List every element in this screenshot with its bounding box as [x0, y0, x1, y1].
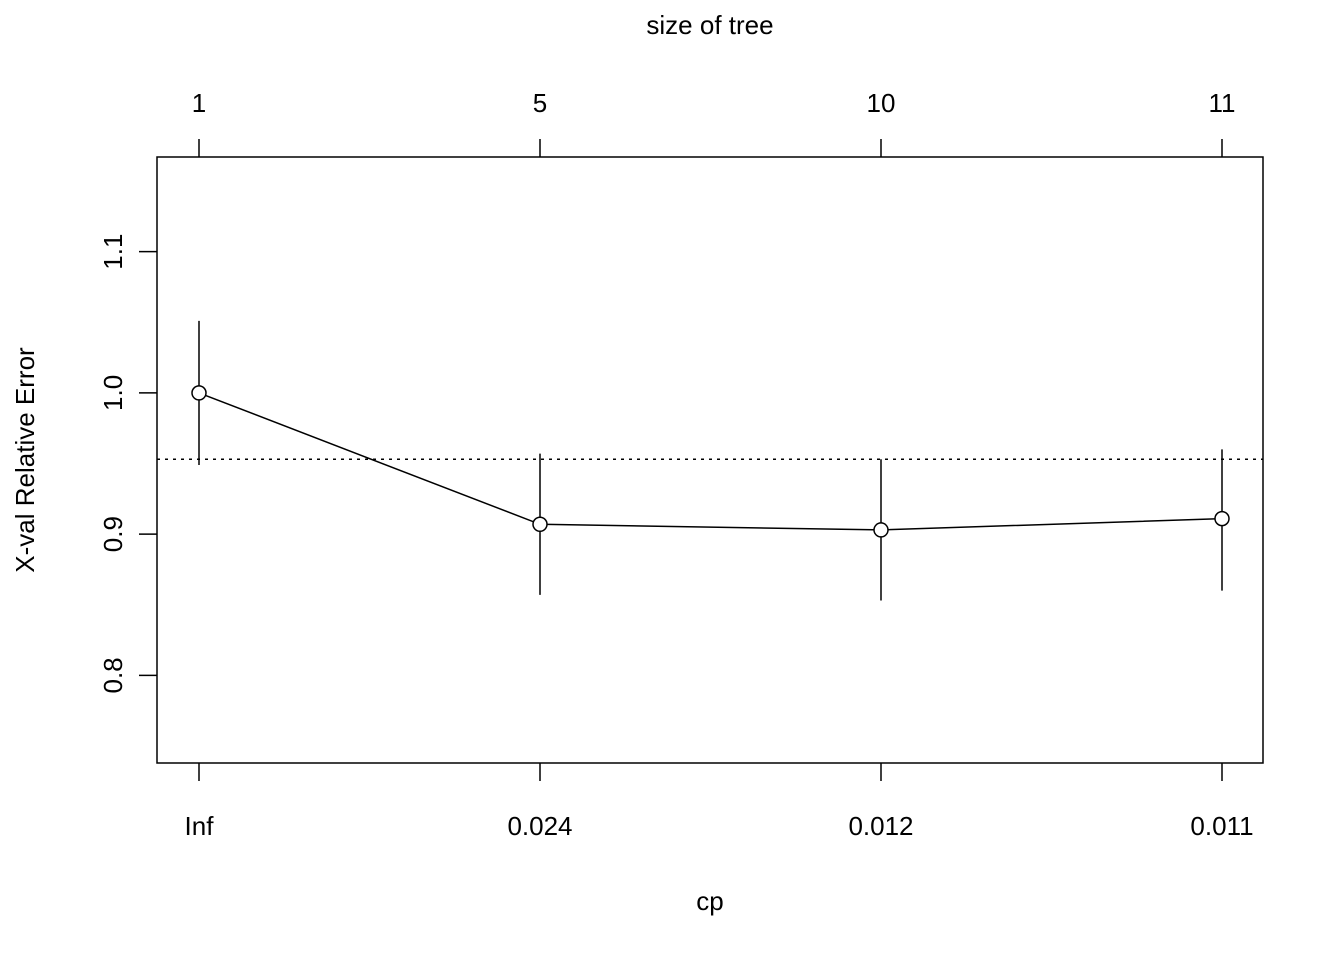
series-line [198, 392, 1223, 531]
x-axis-title: cp [696, 886, 723, 916]
data-point [873, 522, 889, 538]
data-point [1214, 510, 1230, 527]
x-tick-label: Inf [185, 811, 215, 841]
x-tick-label: 0.012 [848, 811, 913, 841]
top-tick-label: 10 [867, 88, 896, 118]
y-tick-label: 1.1 [98, 234, 128, 270]
top-tick-label: 5 [533, 88, 547, 118]
y-tick-label: 0.9 [98, 516, 128, 552]
y-tick-label: 0.8 [98, 657, 128, 693]
top-tick-label: 1 [192, 88, 206, 118]
x-tick-label: 0.024 [507, 811, 572, 841]
data-point [191, 385, 207, 401]
top-axis-title: size of tree [646, 10, 773, 40]
y-axis-title: X-val Relative Error [10, 347, 40, 573]
top-tick-label: 11 [1209, 88, 1236, 118]
x-tick-label: 0.011 [1190, 811, 1253, 841]
y-tick-label: 1.0 [98, 375, 128, 411]
data-point [532, 516, 548, 533]
